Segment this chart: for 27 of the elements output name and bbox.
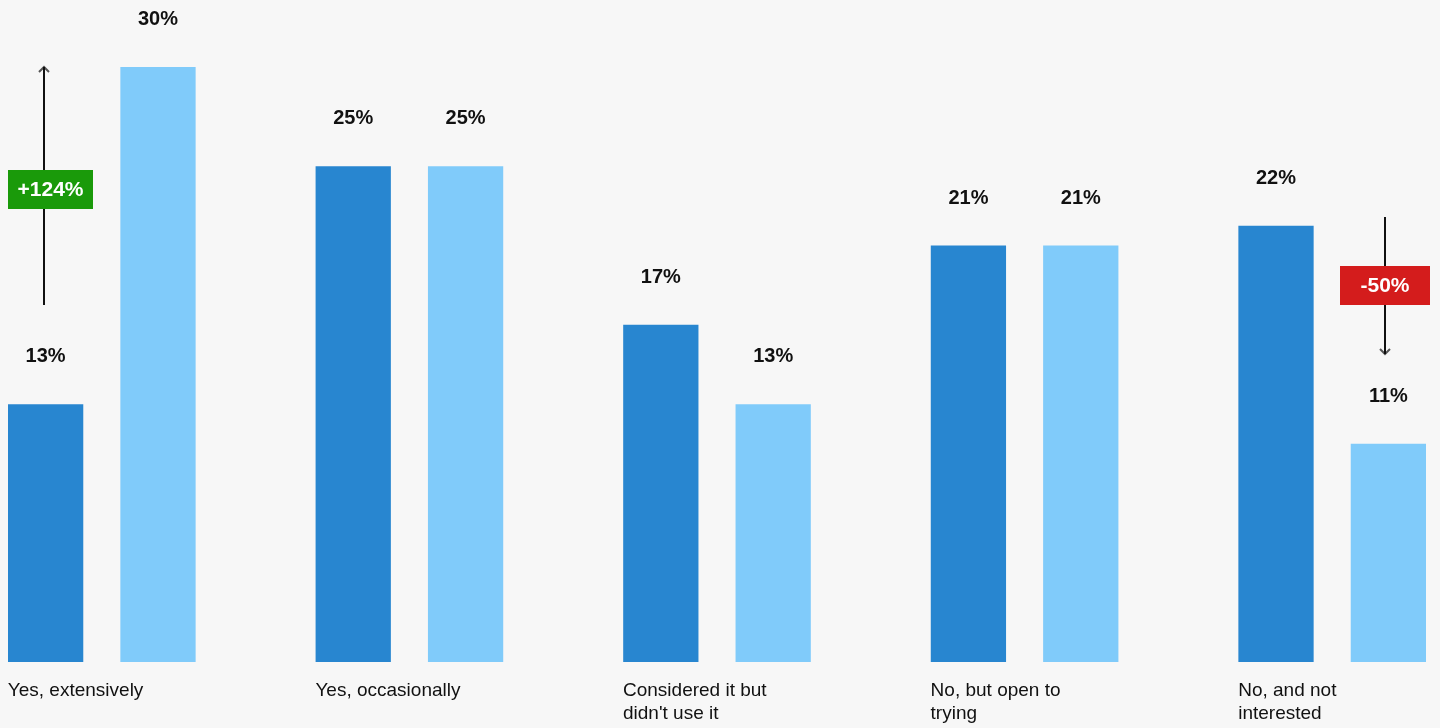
data-label: 21% (1060, 185, 1101, 208)
annotation: +124% (17, 176, 84, 200)
bar (427, 166, 504, 662)
bar (1238, 225, 1314, 662)
data-label: 22% (1255, 165, 1297, 188)
x-tick-label: Yes, extensively (7, 678, 144, 700)
data-label: 30% (137, 7, 179, 29)
data-label: 17% (640, 264, 682, 287)
bar (1043, 245, 1119, 662)
data-label: 25% (445, 106, 486, 129)
x-tick-label: Considered it but didn't use it (623, 678, 768, 723)
bar (120, 67, 196, 662)
bar (8, 404, 84, 662)
x-tick-label: No, but open to trying (930, 678, 1061, 723)
data-label: 11% (1368, 383, 1409, 406)
data-label: 25% (333, 106, 374, 129)
data-label: 13% (753, 344, 794, 367)
bar (735, 404, 811, 662)
data-label: 13% (25, 344, 66, 367)
annotation: -50% (1360, 272, 1410, 296)
bar (930, 245, 1007, 662)
bar (623, 324, 699, 662)
data-label: 21% (948, 185, 989, 208)
x-tick-label: No, and not interested (1238, 678, 1338, 723)
x-tick-label: Yes, occasionally (315, 678, 461, 700)
bar (315, 166, 391, 662)
bar (1350, 443, 1426, 662)
